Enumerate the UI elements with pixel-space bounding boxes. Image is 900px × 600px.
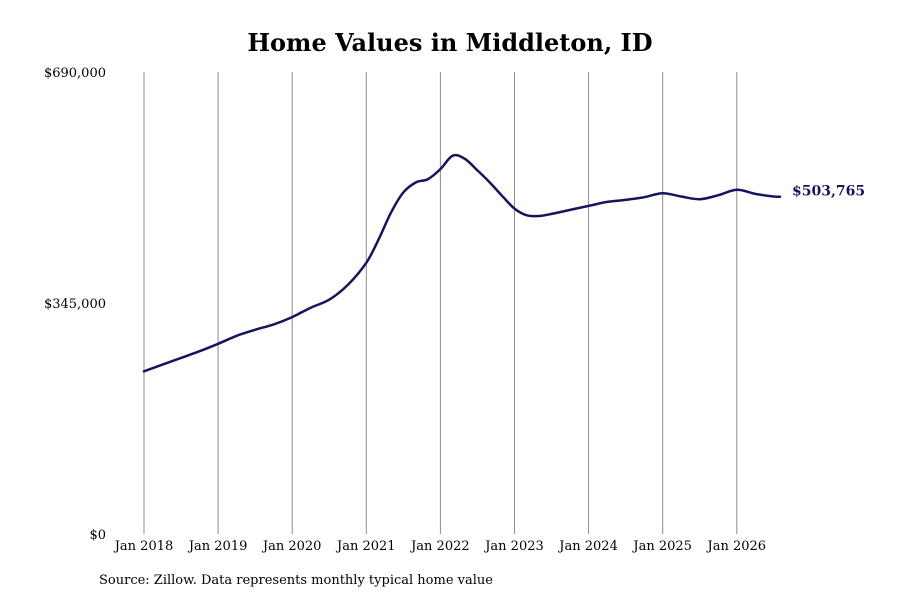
home-value-line: [142, 153, 782, 373]
x-tick-label: Jan 2023: [483, 539, 544, 554]
x-tick-label: Jan 2022: [409, 539, 470, 554]
gridlines: [143, 72, 738, 534]
x-tick-label: Jan 2018: [113, 539, 174, 554]
source-note: Source: Zillow. Data represents monthly …: [99, 573, 493, 588]
y-tick-label: $345,000: [44, 297, 106, 312]
x-tick-label: Jan 2021: [335, 539, 396, 554]
x-axis-ticks: Jan 2018 Jan 2019 Jan 2020 Jan 2021 Jan 2022…: [113, 539, 766, 554]
x-tick-label: Jan 2025: [631, 539, 692, 554]
y-tick-label: $690,000: [44, 66, 106, 81]
series: [142, 153, 782, 373]
y-axis-ticks: $0 $345,000 $690,000: [44, 66, 106, 543]
last-value-label: $503,765: [792, 184, 865, 200]
chart-title: Home Values in Middleton, ID: [247, 28, 653, 57]
x-tick-label: Jan 2024: [557, 539, 618, 554]
x-tick-label: Jan 2019: [187, 539, 248, 554]
x-tick-label: Jan 2020: [261, 539, 322, 554]
y-tick-label: $0: [89, 528, 106, 543]
x-tick-label: Jan 2026: [705, 539, 766, 554]
